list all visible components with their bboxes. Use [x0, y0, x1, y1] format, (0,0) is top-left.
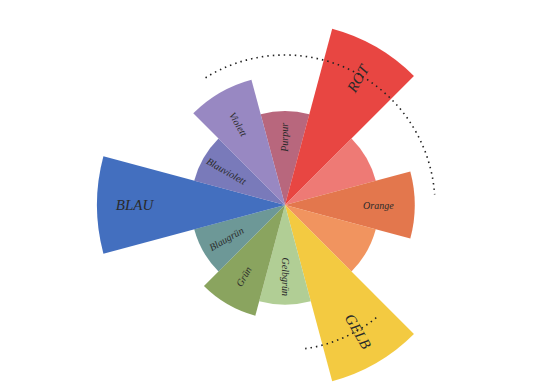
svg-text:Blauviolett: Blauviolett: [205, 155, 249, 187]
svg-text:GELB: GELB: [342, 311, 375, 351]
svg-text:Orange: Orange: [363, 200, 394, 211]
svg-text:Violett: Violett: [227, 110, 250, 138]
svg-text:ROT: ROT: [343, 61, 372, 96]
svg-text:Purpur: Purpur: [280, 123, 291, 153]
svg-text:BLAU: BLAU: [116, 197, 155, 213]
svg-text:Grün: Grün: [234, 265, 254, 289]
svg-text:Gelbgrün: Gelbgrün: [280, 258, 291, 296]
svg-text:Blaugrün: Blaugrün: [207, 225, 245, 253]
